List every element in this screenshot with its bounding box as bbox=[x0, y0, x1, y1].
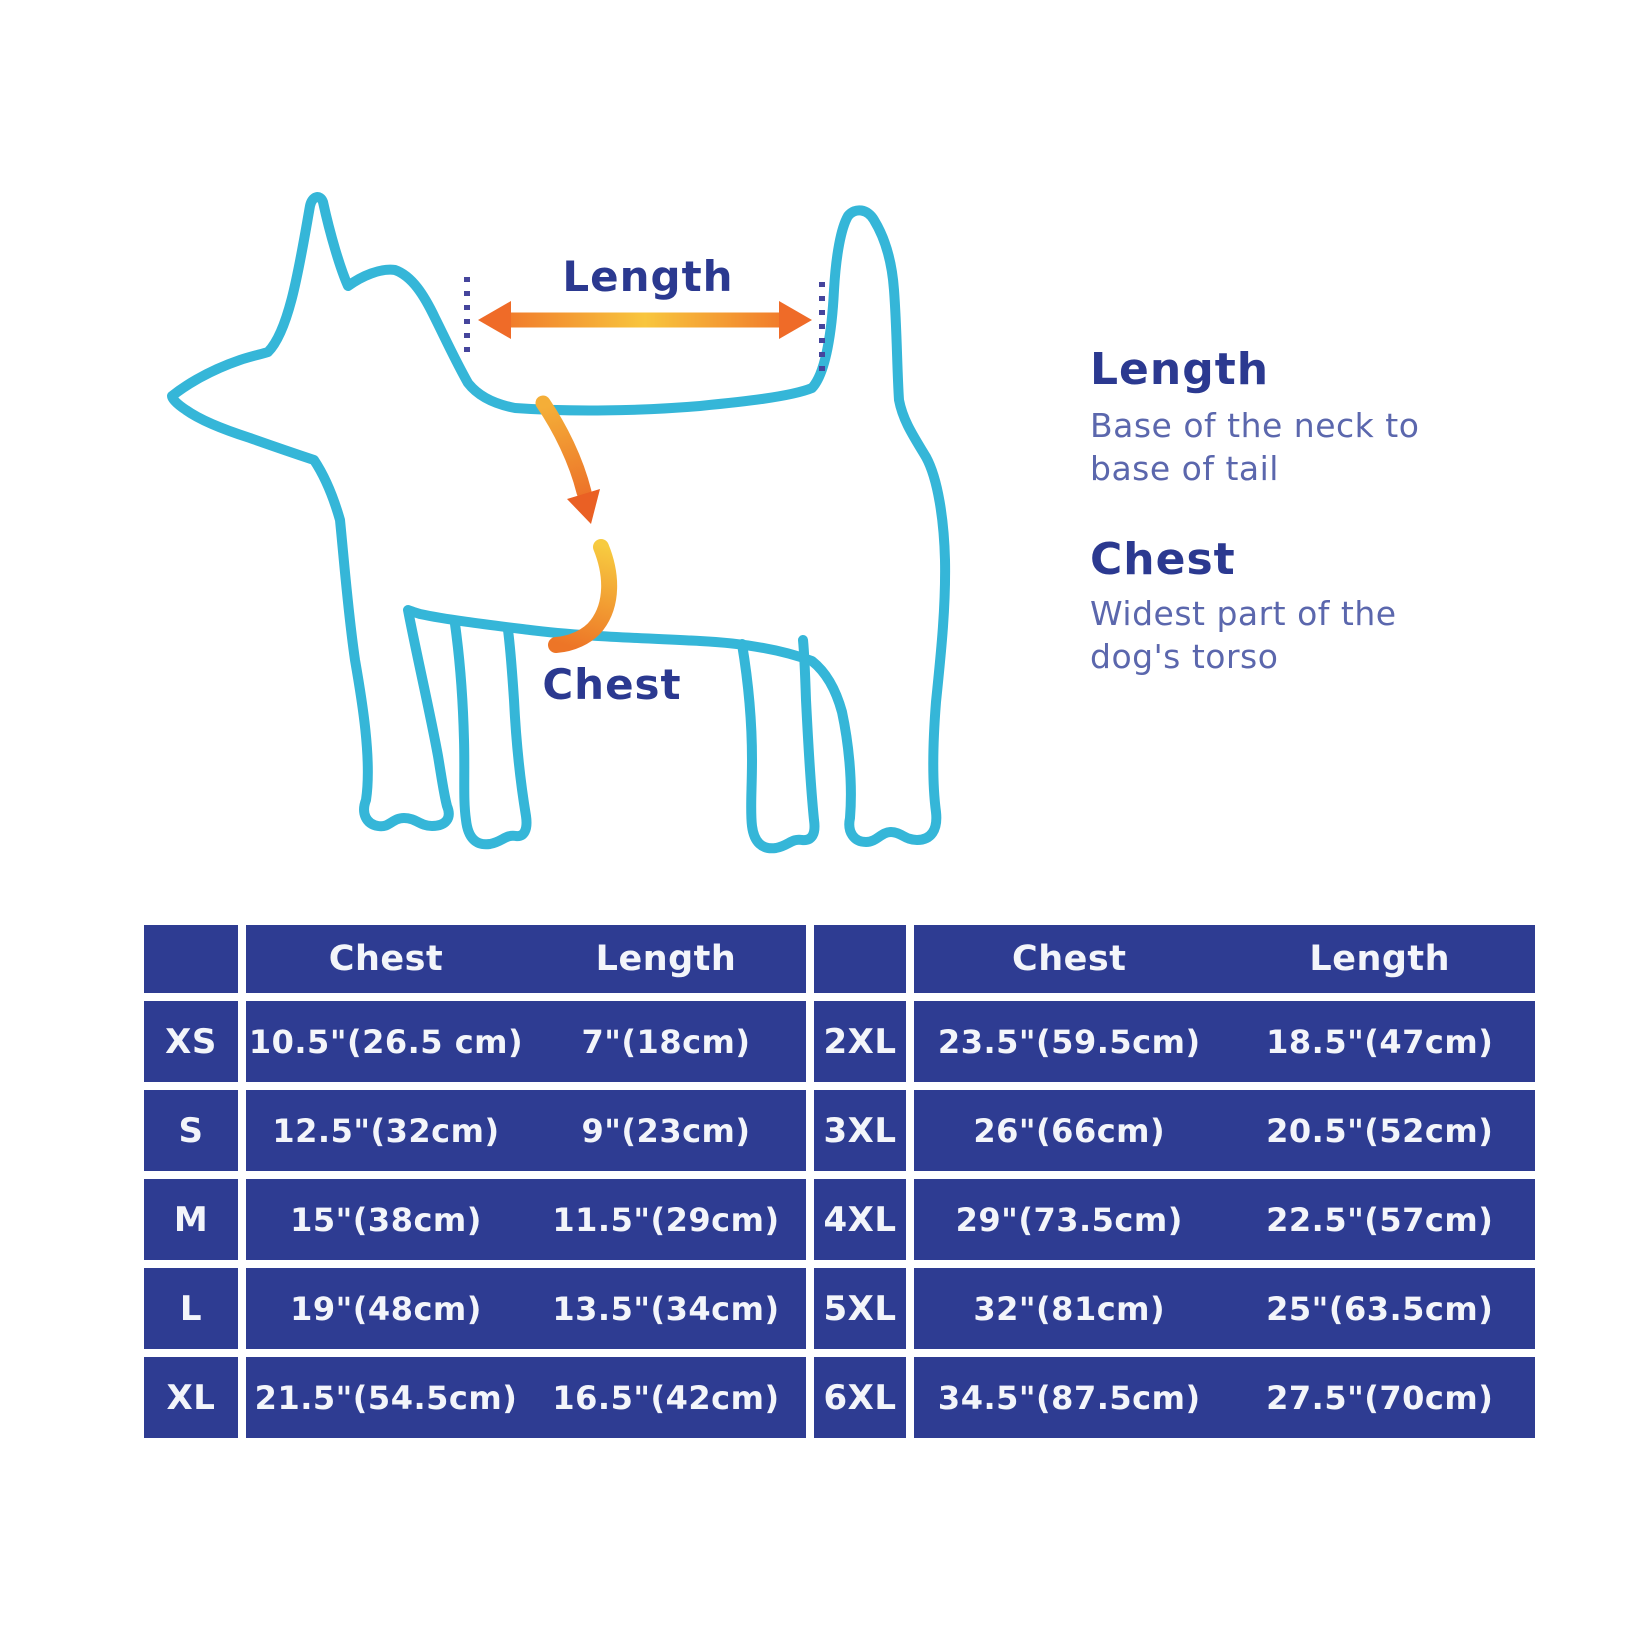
data-block: 26"(66cm) 20.5"(52cm) bbox=[914, 1090, 1535, 1171]
table-row: M 15"(38cm) 11.5"(29cm) 4XL 29"(73.5cm) … bbox=[144, 1179, 1535, 1260]
size-cell: L bbox=[144, 1268, 238, 1349]
table-row: S 12.5"(32cm) 9"(23cm) 3XL 26"(66cm) 20.… bbox=[144, 1090, 1535, 1171]
table-row: L 19"(48cm) 13.5"(34cm) 5XL 32"(81cm) 25… bbox=[144, 1268, 1535, 1349]
data-block: 32"(81cm) 25"(63.5cm) bbox=[914, 1268, 1535, 1349]
chest-cell: 19"(48cm) bbox=[290, 1289, 482, 1328]
table-header-row: Chest Length Chest Length bbox=[144, 925, 1535, 993]
length-cell: 9"(23cm) bbox=[581, 1111, 751, 1150]
length-cell: 20.5"(52cm) bbox=[1266, 1111, 1494, 1150]
header-size-spacer-left bbox=[144, 925, 238, 993]
measurement-guide-lines bbox=[464, 277, 825, 378]
data-block: 19"(48cm) 13.5"(34cm) bbox=[246, 1268, 806, 1349]
legend-chest-title: Chest bbox=[1090, 534, 1236, 585]
legend-length-description: Base of the neck to base of tail bbox=[1090, 404, 1450, 490]
table-row: XS 10.5"(26.5 cm) 7"(18cm) 2XL 23.5"(59.… bbox=[144, 1001, 1535, 1082]
legend-length-title: Length bbox=[1090, 344, 1270, 395]
chest-cell: 10.5"(26.5 cm) bbox=[248, 1022, 524, 1061]
chest-cell: 32"(81cm) bbox=[973, 1289, 1166, 1328]
table-row: XL 21.5"(54.5cm) 16.5"(42cm) 6XL 34.5"(8… bbox=[144, 1357, 1535, 1438]
header-size-spacer-right bbox=[814, 925, 906, 993]
legend-chest-desc-line1: Widest part of the bbox=[1090, 594, 1397, 633]
data-block: 29"(73.5cm) 22.5"(57cm) bbox=[914, 1179, 1535, 1260]
size-cell: XS bbox=[144, 1001, 238, 1082]
size-cell: XL bbox=[144, 1357, 238, 1438]
chest-cell: 23.5"(59.5cm) bbox=[937, 1022, 1201, 1061]
length-cell: 25"(63.5cm) bbox=[1266, 1289, 1494, 1328]
chest-cell: 26"(66cm) bbox=[973, 1111, 1166, 1150]
size-cell: 6XL bbox=[814, 1357, 906, 1438]
size-cell: S bbox=[144, 1090, 238, 1171]
data-block: 12.5"(32cm) 9"(23cm) bbox=[246, 1090, 806, 1171]
size-cell: 3XL bbox=[814, 1090, 906, 1171]
length-cell: 22.5"(57cm) bbox=[1266, 1200, 1494, 1239]
data-block: 10.5"(26.5 cm) 7"(18cm) bbox=[246, 1001, 806, 1082]
header-chest-right: Chest bbox=[1012, 939, 1127, 979]
length-cell: 18.5"(47cm) bbox=[1266, 1022, 1494, 1061]
data-block: 34.5"(87.5cm) 27.5"(70cm) bbox=[914, 1357, 1535, 1438]
dog-far-rear-leg-path bbox=[737, 635, 820, 854]
length-arrow-icon bbox=[478, 301, 812, 339]
chest-girth-arrow-icon bbox=[535, 395, 600, 524]
diagram-length-label: Length bbox=[562, 252, 734, 301]
size-cell: 5XL bbox=[814, 1268, 906, 1349]
length-cell: 11.5"(29cm) bbox=[552, 1200, 780, 1239]
header-length-right: Length bbox=[1309, 939, 1451, 979]
length-cell: 16.5"(42cm) bbox=[552, 1378, 780, 1417]
size-cell: 4XL bbox=[814, 1179, 906, 1260]
legend-length-desc-line1: Base of the neck to bbox=[1090, 406, 1420, 445]
legend-length-desc-line2: base of tail bbox=[1090, 449, 1279, 488]
dog-body-path bbox=[167, 192, 951, 847]
chest-band-icon bbox=[548, 539, 618, 653]
data-block: 21.5"(54.5cm) 16.5"(42cm) bbox=[246, 1357, 806, 1438]
chest-cell: 21.5"(54.5cm) bbox=[254, 1378, 518, 1417]
dog-outline-illustration bbox=[167, 192, 951, 854]
chest-cell: 29"(73.5cm) bbox=[955, 1200, 1183, 1239]
size-table: Chest Length Chest Length XS 10.5"(26.5 … bbox=[144, 925, 1535, 1438]
header-right-block: Chest Length bbox=[914, 925, 1535, 993]
dog-far-front-leg-path bbox=[450, 619, 532, 850]
legend-chest-desc-line2: dog's torso bbox=[1090, 637, 1279, 676]
length-cell: 7"(18cm) bbox=[581, 1022, 751, 1061]
chest-cell: 34.5"(87.5cm) bbox=[937, 1378, 1201, 1417]
header-length-left: Length bbox=[595, 939, 737, 979]
data-block: 15"(38cm) 11.5"(29cm) bbox=[246, 1179, 806, 1260]
chest-cell: 15"(38cm) bbox=[290, 1200, 482, 1239]
legend-chest-description: Widest part of the dog's torso bbox=[1090, 592, 1450, 678]
data-block: 23.5"(59.5cm) 18.5"(47cm) bbox=[914, 1001, 1535, 1082]
length-cell: 27.5"(70cm) bbox=[1266, 1378, 1494, 1417]
size-cell: M bbox=[144, 1179, 238, 1260]
length-cell: 13.5"(34cm) bbox=[552, 1289, 780, 1328]
size-cell: 2XL bbox=[814, 1001, 906, 1082]
header-chest-left: Chest bbox=[328, 939, 444, 979]
diagram-chest-label: Chest bbox=[542, 660, 682, 709]
chest-cell: 12.5"(32cm) bbox=[272, 1111, 500, 1150]
header-left-block: Chest Length bbox=[246, 925, 806, 993]
